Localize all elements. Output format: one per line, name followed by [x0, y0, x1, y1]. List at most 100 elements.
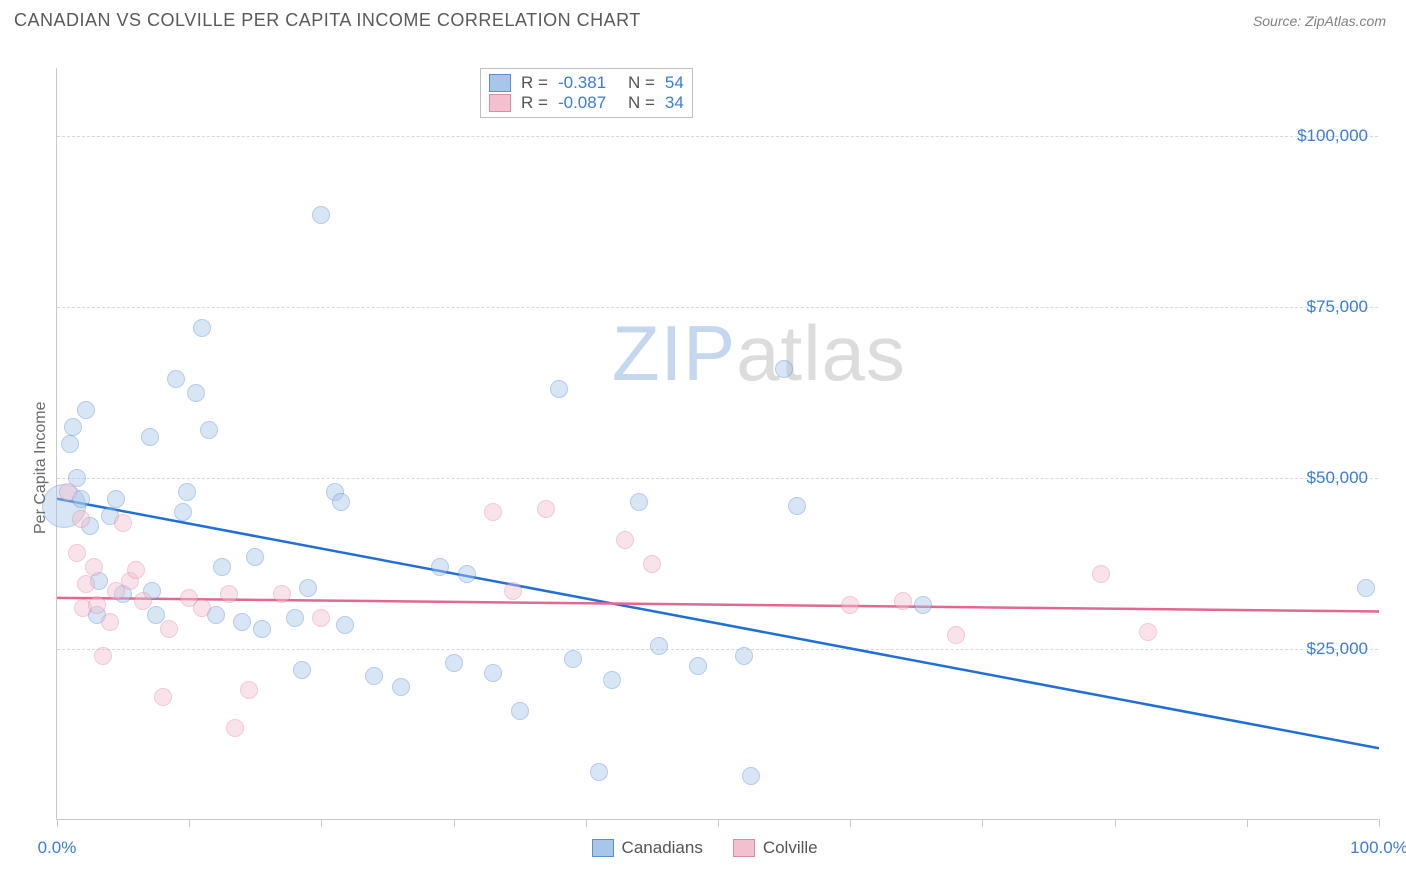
series-legend: Canadians Colville	[592, 838, 818, 858]
data-point	[616, 531, 634, 549]
data-point	[1139, 623, 1157, 641]
data-point	[167, 370, 185, 388]
trend-lines	[57, 68, 1379, 820]
x-tick	[1379, 819, 1380, 827]
stats-row: R =-0.381N =54	[489, 73, 684, 93]
data-point	[293, 661, 311, 679]
data-point	[336, 616, 354, 634]
data-point	[59, 483, 77, 501]
legend-swatch	[733, 839, 755, 857]
x-tick-label: 0.0%	[38, 838, 77, 858]
x-tick	[1115, 819, 1116, 827]
data-point	[365, 667, 383, 685]
data-point	[240, 681, 258, 699]
series-swatch	[489, 74, 511, 92]
data-point	[85, 558, 103, 576]
data-point	[484, 664, 502, 682]
x-tick	[982, 819, 983, 827]
data-point	[286, 609, 304, 627]
stat-n-label: N =	[628, 73, 655, 93]
data-point	[141, 428, 159, 446]
data-point	[643, 555, 661, 573]
x-tick	[189, 819, 190, 827]
data-point	[550, 380, 568, 398]
data-point	[200, 421, 218, 439]
legend-swatch	[592, 839, 614, 857]
data-point	[233, 613, 251, 631]
data-point	[220, 585, 238, 603]
data-point	[72, 510, 90, 528]
data-point	[332, 493, 350, 511]
data-point	[193, 599, 211, 617]
data-point	[127, 561, 145, 579]
watermark-zip: ZIP	[612, 309, 736, 397]
data-point	[246, 548, 264, 566]
data-point	[101, 613, 119, 631]
data-point	[603, 671, 621, 689]
data-point	[484, 503, 502, 521]
data-point	[213, 558, 231, 576]
data-point	[68, 544, 86, 562]
gridline	[57, 307, 1378, 308]
x-tick	[586, 819, 587, 827]
gridline	[57, 649, 1378, 650]
data-point	[689, 657, 707, 675]
data-point	[312, 609, 330, 627]
legend-item: Canadians	[592, 838, 703, 858]
stats-legend: R =-0.381N =54R =-0.087N =34	[480, 68, 693, 118]
data-point	[537, 500, 555, 518]
legend-item: Colville	[733, 838, 818, 858]
stat-n-value: 54	[665, 73, 684, 93]
data-point	[445, 654, 463, 672]
data-point	[273, 585, 291, 603]
chart-title: CANADIAN VS COLVILLE PER CAPITA INCOME C…	[14, 10, 641, 31]
data-point	[504, 582, 522, 600]
data-point	[94, 647, 112, 665]
data-point	[299, 579, 317, 597]
data-point	[564, 650, 582, 668]
data-point	[77, 401, 95, 419]
watermark-atlas: atlas	[736, 309, 906, 397]
stat-n-label: N =	[628, 93, 655, 113]
data-point	[431, 558, 449, 576]
data-point	[154, 688, 172, 706]
data-point	[775, 360, 793, 378]
y-tick-label: $100,000	[1297, 126, 1368, 146]
data-point	[1092, 565, 1110, 583]
stat-r-label: R =	[521, 93, 548, 113]
y-axis-title: Per Capita Income	[32, 402, 50, 535]
data-point	[914, 596, 932, 614]
watermark: ZIPatlas	[612, 308, 906, 399]
data-point	[88, 596, 106, 614]
x-tick	[454, 819, 455, 827]
data-point	[590, 763, 608, 781]
data-point	[742, 767, 760, 785]
x-tick-label: 100.0%	[1350, 838, 1406, 858]
data-point	[174, 503, 192, 521]
data-point	[160, 620, 178, 638]
data-point	[187, 384, 205, 402]
y-tick-label: $25,000	[1307, 639, 1368, 659]
data-point	[193, 319, 211, 337]
data-point	[735, 647, 753, 665]
data-point	[650, 637, 668, 655]
source-attribution: Source: ZipAtlas.com	[1253, 13, 1386, 29]
data-point	[134, 592, 152, 610]
legend-label: Canadians	[622, 838, 703, 858]
data-point	[312, 206, 330, 224]
x-tick	[850, 819, 851, 827]
data-point	[458, 565, 476, 583]
chart-container: ZIPatlas $25,000$50,000$75,000$100,0000.…	[14, 50, 1392, 880]
data-point	[1357, 579, 1375, 597]
x-tick	[57, 819, 58, 827]
plot-area: ZIPatlas $25,000$50,000$75,000$100,0000.…	[56, 68, 1378, 820]
data-point	[61, 435, 79, 453]
gridline	[57, 136, 1378, 137]
x-tick	[1247, 819, 1248, 827]
stat-r-value: -0.381	[558, 73, 618, 93]
gridline	[57, 478, 1378, 479]
data-point	[114, 514, 132, 532]
series-swatch	[489, 94, 511, 112]
data-point	[392, 678, 410, 696]
data-point	[107, 490, 125, 508]
